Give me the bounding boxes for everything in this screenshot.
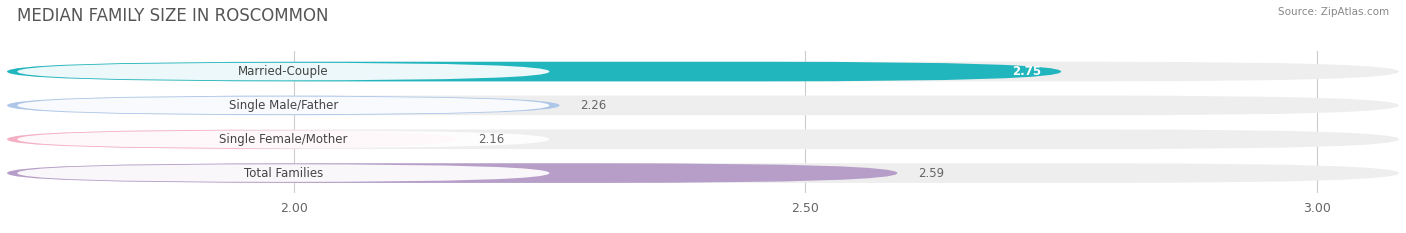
FancyBboxPatch shape [7,163,897,183]
Text: 2.16: 2.16 [478,133,505,146]
Text: 2.26: 2.26 [581,99,606,112]
Text: Single Female/Mother: Single Female/Mother [219,133,347,146]
FancyBboxPatch shape [17,63,550,80]
FancyBboxPatch shape [7,96,560,115]
Text: Total Families: Total Families [243,167,323,180]
Text: Source: ZipAtlas.com: Source: ZipAtlas.com [1278,7,1389,17]
Text: Single Male/Father: Single Male/Father [229,99,337,112]
FancyBboxPatch shape [17,97,550,114]
FancyBboxPatch shape [7,96,1399,115]
Text: 2.59: 2.59 [918,167,943,180]
Text: MEDIAN FAMILY SIZE IN ROSCOMMON: MEDIAN FAMILY SIZE IN ROSCOMMON [17,7,329,25]
FancyBboxPatch shape [17,164,550,182]
Text: Married-Couple: Married-Couple [238,65,329,78]
FancyBboxPatch shape [7,62,1399,81]
FancyBboxPatch shape [7,130,457,149]
FancyBboxPatch shape [7,163,1399,183]
Text: 2.75: 2.75 [1012,65,1040,78]
FancyBboxPatch shape [7,130,1399,149]
FancyBboxPatch shape [7,62,1062,81]
FancyBboxPatch shape [17,130,550,148]
